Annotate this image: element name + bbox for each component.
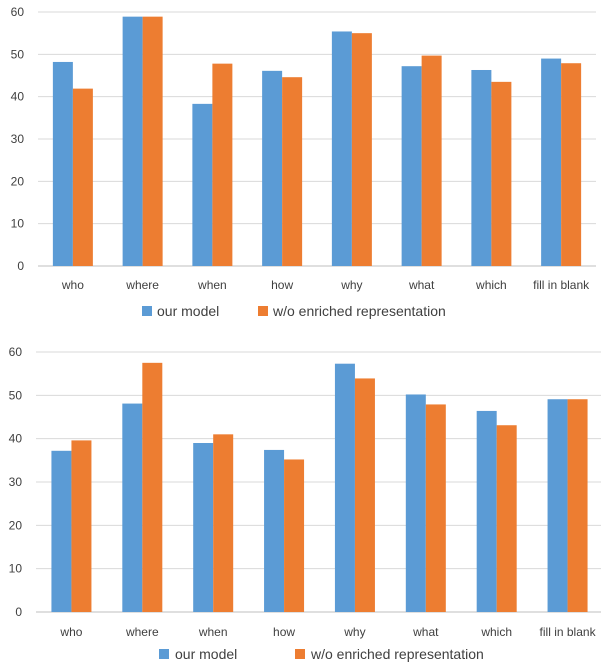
legend-label: w/o enriched representation — [310, 646, 484, 662]
y-tick-label: 40 — [11, 90, 25, 104]
y-tick-label: 0 — [17, 259, 24, 273]
x-tick-label: why — [343, 625, 365, 639]
x-tick-label: when — [197, 278, 227, 292]
bar-our-model-when — [193, 443, 214, 612]
bar-wo-enriched-why — [351, 33, 372, 266]
y-tick-label: 10 — [11, 217, 25, 231]
y-tick-label: 40 — [9, 432, 23, 446]
y-tick-label: 10 — [9, 562, 23, 576]
bar-wo-enriched-what — [425, 404, 446, 612]
bar-our-model-why — [331, 31, 352, 267]
x-tick-label: where — [125, 278, 159, 292]
bar-wo-enriched-why — [354, 378, 375, 612]
x-tick-label: why — [340, 278, 362, 292]
bar-wo-enriched-which — [496, 425, 517, 612]
x-tick-label: what — [412, 625, 439, 639]
bar-our-model-how — [262, 70, 283, 267]
bar-our-model-where — [122, 16, 143, 267]
chart-1: 0 10 20 30 40 50 60 who where when how why what which… — [11, 5, 596, 319]
bar-our-model-what — [405, 394, 426, 612]
y-tick-label: 20 — [11, 174, 25, 188]
bar-our-model-where — [122, 403, 143, 612]
y-tick-label: 20 — [9, 518, 23, 532]
bar-wo-enriched-fill-in-blank — [567, 399, 588, 612]
y-tick-label: 0 — [15, 605, 22, 619]
x-tick-label: fill in blank — [533, 278, 590, 292]
x-tick-label: which — [480, 625, 512, 639]
bar-our-model-fill-in-blank — [547, 399, 568, 612]
bar-wo-enriched-where — [142, 16, 163, 267]
bar-wo-enriched-which — [491, 81, 512, 266]
y-tick-label: 50 — [9, 388, 23, 402]
bar-our-model-who — [51, 450, 72, 612]
bar-our-model-who — [52, 61, 73, 266]
bar-our-model-how — [264, 449, 285, 612]
bar-wo-enriched-who — [71, 440, 92, 612]
chart-2: 0 10 20 30 40 50 60 who where when how why what which… — [9, 345, 601, 662]
y-tick-label: 60 — [9, 345, 23, 359]
y-tick-label: 50 — [11, 47, 25, 61]
x-tick-label: how — [271, 278, 293, 292]
bar-wo-enriched-fill-in-blank — [561, 63, 582, 267]
legend-label: our model — [175, 646, 237, 662]
x-tick-label: fill in blank — [540, 625, 597, 639]
legend-swatch — [295, 649, 305, 659]
legend-label: w/o enriched representation — [272, 303, 446, 319]
bar-wo-enriched-how — [282, 77, 303, 267]
y-tick-label: 30 — [11, 132, 25, 146]
bar-our-model-which — [471, 69, 492, 266]
bar-wo-enriched-when — [212, 63, 233, 266]
bar-our-model-what — [401, 66, 422, 266]
x-tick-label: where — [125, 625, 159, 639]
legend-swatch — [142, 306, 152, 316]
x-tick-label: how — [273, 625, 295, 639]
x-tick-label: who — [61, 278, 84, 292]
bar-our-model-when — [192, 103, 213, 266]
bar-wo-enriched-what — [421, 55, 442, 266]
y-tick-label: 60 — [11, 5, 25, 19]
legend-swatch — [258, 306, 268, 316]
bar-our-model-why — [334, 363, 355, 612]
x-tick-label: when — [198, 625, 228, 639]
bar-our-model-which — [476, 410, 497, 612]
bar-wo-enriched-where — [142, 362, 163, 612]
legend-swatch — [159, 649, 169, 659]
x-tick-label: who — [59, 625, 82, 639]
bar-wo-enriched-who — [72, 88, 93, 266]
x-tick-label: what — [408, 278, 435, 292]
legend-label: our model — [157, 303, 219, 319]
bar-our-model-fill-in-blank — [541, 58, 562, 266]
bar-wo-enriched-how — [284, 459, 305, 612]
x-tick-label: which — [475, 278, 507, 292]
bar-wo-enriched-when — [213, 434, 234, 612]
y-tick-label: 30 — [9, 475, 23, 489]
